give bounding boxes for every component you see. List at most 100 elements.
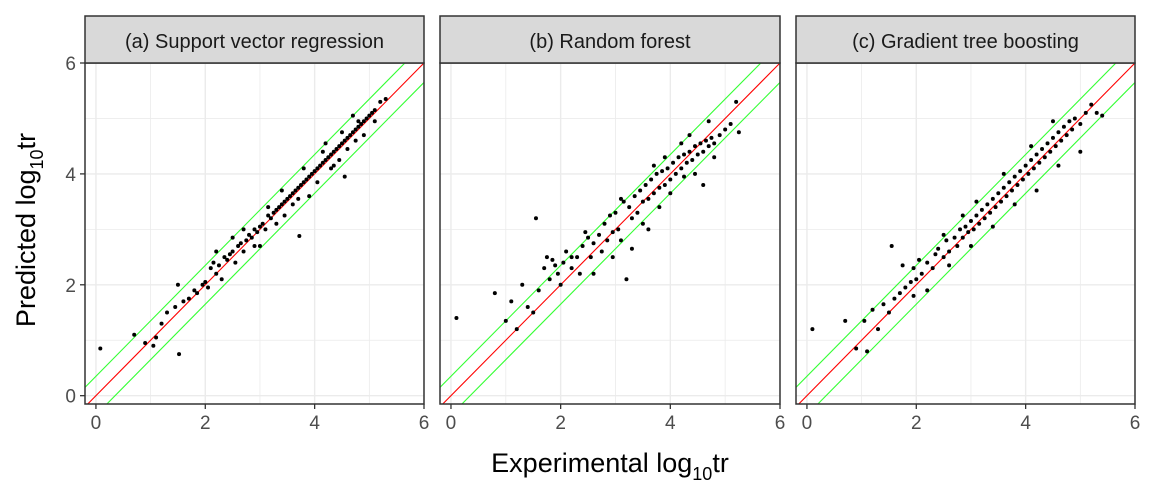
- data-point: [734, 99, 739, 104]
- data-point: [618, 238, 623, 243]
- data-point: [577, 271, 582, 276]
- data-point: [1001, 185, 1006, 190]
- tolerance-band-line: [440, 63, 762, 389]
- data-point: [222, 255, 227, 260]
- data-point: [345, 146, 350, 151]
- data-point: [225, 257, 230, 262]
- data-point: [933, 252, 938, 257]
- data-point: [200, 282, 205, 287]
- data-point: [693, 144, 697, 149]
- data-point: [610, 230, 615, 235]
- data-point: [966, 230, 971, 235]
- data-point: [1023, 163, 1028, 168]
- data-point: [941, 232, 946, 237]
- data-point: [580, 243, 585, 248]
- data-point: [331, 163, 336, 168]
- data-point: [903, 285, 908, 290]
- data-point: [345, 135, 350, 140]
- data-point: [298, 182, 303, 187]
- data-point: [1089, 102, 1094, 107]
- data-point: [586, 235, 591, 240]
- data-point: [599, 249, 604, 254]
- data-point: [660, 169, 665, 174]
- data-points: [810, 102, 1105, 354]
- data-point: [1053, 144, 1058, 149]
- tolerance-band-line: [461, 81, 780, 404]
- data-point: [1067, 119, 1072, 124]
- data-point: [186, 296, 191, 301]
- data-point: [555, 271, 560, 276]
- data-point: [1015, 182, 1020, 187]
- data-point: [159, 321, 164, 326]
- data-point: [690, 158, 695, 163]
- data-point: [304, 177, 309, 182]
- data-point: [717, 133, 722, 138]
- data-point: [350, 113, 355, 118]
- data-point: [911, 293, 916, 298]
- data-point: [687, 149, 692, 154]
- data-point: [533, 216, 538, 221]
- data-point: [892, 296, 897, 301]
- data-point: [810, 327, 815, 332]
- data-point: [350, 130, 355, 135]
- grid-lines: [440, 63, 780, 404]
- data-point: [1048, 149, 1053, 154]
- data-point: [337, 144, 342, 149]
- data-point: [709, 135, 714, 140]
- data-point: [968, 243, 973, 248]
- data-point: [514, 327, 519, 332]
- data-point: [285, 196, 290, 201]
- data-point: [361, 133, 366, 138]
- data-point: [947, 249, 952, 254]
- data-point: [227, 252, 232, 257]
- data-point: [361, 119, 366, 124]
- data-point: [263, 227, 268, 232]
- data-point: [339, 130, 344, 135]
- grid-lines: [796, 63, 1135, 404]
- y-tick-label: 6: [65, 54, 76, 75]
- data-point: [583, 230, 588, 235]
- data-point: [629, 216, 634, 221]
- x-tick-label: 2: [555, 413, 566, 434]
- data-point: [98, 346, 103, 351]
- data-point: [597, 232, 602, 237]
- data-point: [654, 171, 659, 176]
- data-point: [1061, 124, 1066, 129]
- data-point: [192, 288, 197, 293]
- data-point: [1050, 135, 1055, 140]
- data-point: [1078, 149, 1083, 154]
- data-point: [988, 210, 993, 215]
- data-point: [372, 119, 377, 124]
- data-point: [889, 243, 894, 248]
- data-point: [925, 288, 930, 293]
- data-point: [195, 291, 200, 296]
- data-point: [257, 224, 262, 229]
- data-point: [695, 152, 700, 157]
- data-point: [274, 221, 279, 226]
- data-point: [632, 194, 637, 199]
- data-point: [662, 182, 667, 187]
- data-point: [241, 227, 246, 232]
- data-point: [132, 332, 137, 337]
- data-point: [646, 196, 651, 201]
- data-point: [334, 146, 339, 151]
- data-point: [657, 185, 662, 190]
- data-point: [561, 260, 566, 265]
- data-point: [728, 121, 733, 126]
- data-point: [684, 160, 689, 165]
- data-point: [214, 271, 219, 276]
- data-point: [635, 210, 640, 215]
- data-point: [260, 221, 265, 226]
- data-point: [651, 191, 656, 196]
- x-tick-label: 2: [200, 413, 211, 434]
- tolerance-band-line: [85, 63, 406, 389]
- identity-line: [441, 63, 780, 404]
- x-tick-label: 0: [91, 413, 102, 434]
- data-point: [553, 263, 558, 268]
- reference-lines: [85, 63, 424, 404]
- data-point: [569, 255, 574, 260]
- y-tick-label: 0: [65, 387, 76, 408]
- strip-title: (c) Gradient tree boosting: [852, 31, 1079, 53]
- data-point: [1018, 169, 1023, 174]
- data-point: [1094, 110, 1099, 115]
